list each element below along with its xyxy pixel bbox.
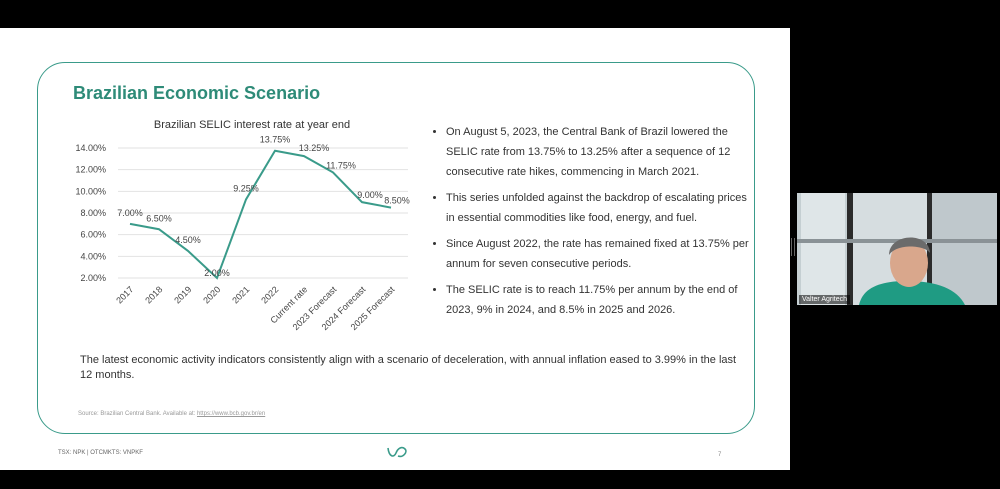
- chart-title: Brazilian SELIC interest rate at year en…: [153, 119, 351, 131]
- brand-logo-icon: [387, 446, 407, 458]
- data-label: 13.25%: [299, 143, 330, 153]
- panel-resize-handle[interactable]: [791, 238, 796, 256]
- source-note: Source: Brazilian Central Bank. Availabl…: [78, 411, 265, 417]
- y-tick-label: 12.00%: [75, 165, 106, 175]
- data-label: 8.50%: [384, 196, 410, 206]
- page-number: 7: [718, 452, 722, 458]
- selic-line-chart: 2.00% 4.00% 6.00% 8.00% 10.00% 12.00% 14.00% 7.…: [75, 135, 410, 332]
- bullet-item: The SELIC rate is to reach 11.75% per an…: [446, 280, 752, 320]
- data-label: 13.75%: [260, 135, 291, 145]
- data-label: 7.00%: [117, 208, 143, 218]
- x-tick-label: 2021: [230, 284, 251, 305]
- bullet-item: This series unfolded against the backdro…: [446, 188, 752, 228]
- data-label: 9.25%: [233, 183, 259, 193]
- video-tile[interactable]: Valter Agritech: [797, 193, 997, 305]
- data-label: 2.00%: [204, 268, 230, 278]
- y-tick-label: 4.00%: [80, 251, 106, 261]
- y-tick-label: 8.00%: [80, 208, 106, 218]
- data-label: 9.00%: [357, 190, 383, 200]
- y-tick-label: 14.00%: [75, 143, 106, 153]
- y-tick-label: 6.00%: [80, 230, 106, 240]
- source-prefix: Source: Brazilian Central Bank. Availabl…: [78, 411, 197, 417]
- data-label: 11.75%: [326, 160, 356, 170]
- x-tick-label: 2022: [259, 284, 280, 305]
- x-tick-label: 2018: [143, 284, 164, 305]
- shared-screen: Brazilian Economic Scenario Brazilian SE…: [0, 28, 790, 470]
- y-tick-label: 10.00%: [75, 186, 106, 196]
- bullet-list: On August 5, 2023, the Central Bank of B…: [430, 122, 752, 326]
- summary-text: The latest economic activity indicators …: [80, 354, 737, 381]
- series-line: [129, 149, 392, 280]
- slide-card: Brazilian Economic Scenario Brazilian SE…: [37, 62, 755, 434]
- x-tick-label: 2019: [172, 284, 193, 305]
- footer-ticker: TSX: NPK | OTCMKTS: VNPKF: [58, 450, 143, 456]
- source-link[interactable]: https://www.bcb.gov.br/en: [196, 411, 266, 417]
- participant-name: Valter Agritech: [799, 295, 851, 304]
- x-tick-label: 2020: [201, 284, 222, 305]
- data-label: 4.50%: [175, 235, 201, 245]
- slide-title: Brazilian Economic Scenario: [73, 83, 321, 103]
- x-tick-label: 2017: [114, 284, 135, 305]
- data-label: 6.50%: [146, 213, 172, 223]
- bullet-item: Since August 2022, the rate has remained…: [446, 234, 752, 274]
- y-tick-label: 2.00%: [80, 273, 106, 283]
- bullet-item: On August 5, 2023, the Central Bank of B…: [446, 122, 752, 182]
- participant-video-icon: [797, 193, 997, 305]
